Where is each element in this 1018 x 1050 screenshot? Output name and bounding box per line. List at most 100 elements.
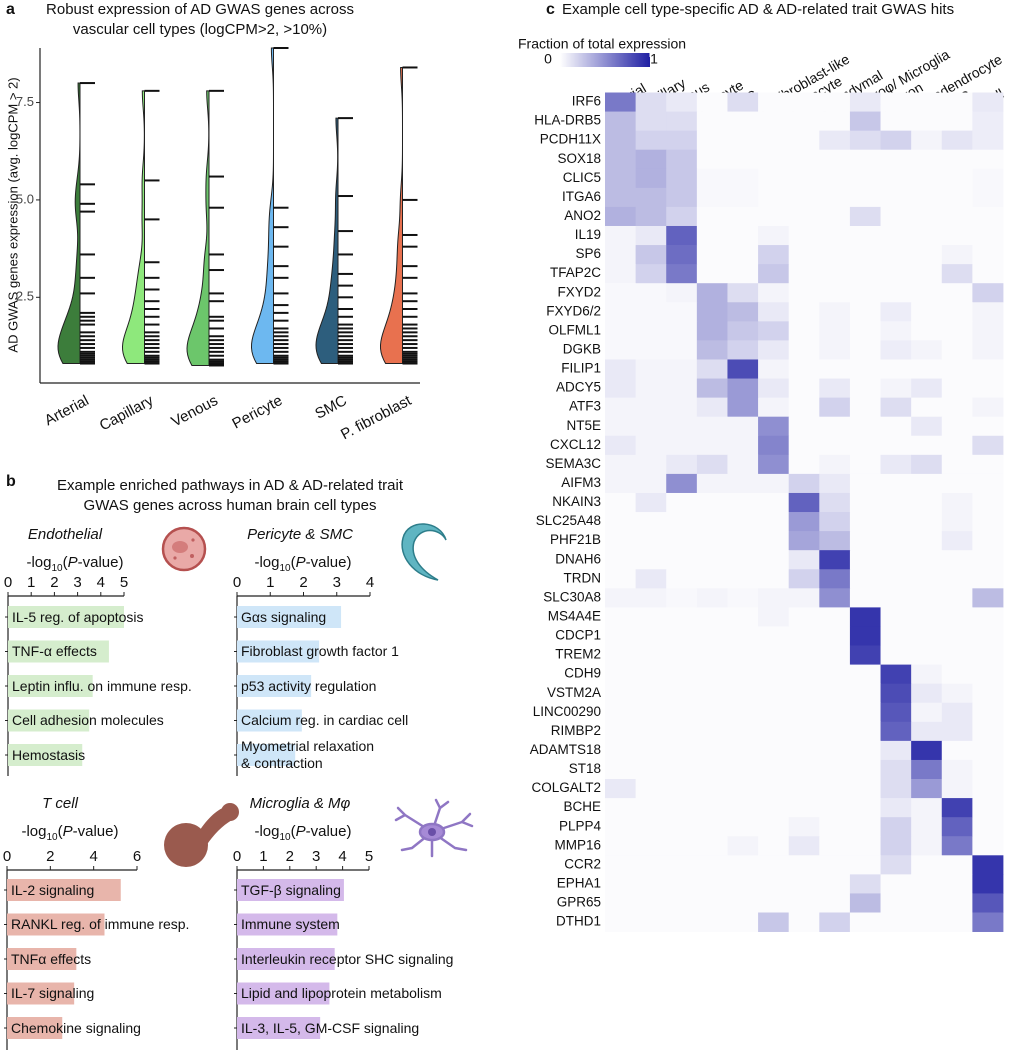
- heatmap-cell: [849, 912, 881, 932]
- bar-label: IL-5 reg. of apoptosis: [12, 608, 144, 625]
- heatmap-cell: [972, 397, 1004, 418]
- heatmap-cell: [758, 664, 790, 685]
- heatmap-cell: [849, 416, 881, 437]
- heatmap-cell: [666, 473, 698, 494]
- heatmap-cell: [819, 111, 851, 132]
- heatmap-cell: [666, 779, 698, 799]
- heatmap-cell: [972, 264, 1004, 284]
- violin: [315, 117, 339, 365]
- heatmap-cell: [819, 588, 851, 608]
- y-tick-label: 7.5: [16, 94, 34, 109]
- heatmap-cell: [605, 435, 637, 456]
- bar: [8, 744, 83, 766]
- heatmap-cell: [849, 836, 881, 856]
- heatmap-cell: [788, 550, 820, 570]
- heatmap-cell: [819, 245, 851, 265]
- heatmap-cell: [635, 893, 667, 913]
- heatmap-cell: [696, 721, 728, 742]
- heatmap-cell: [605, 130, 637, 151]
- pericyte-icon: [401, 523, 447, 581]
- panel-title: Robust expression of AD GWAS genes acros…: [46, 1, 354, 18]
- bar-label-box: Cell adhesion molecules: [12, 712, 164, 728]
- heatmap-cell: [849, 759, 881, 780]
- heatmap-cell: [788, 893, 820, 913]
- heatmap-cell: [880, 702, 912, 723]
- row-label: SEMA3C: [545, 456, 601, 471]
- heatmap-cell: [972, 645, 1004, 665]
- x-tick-label: 1: [27, 574, 35, 591]
- heatmap-cell: [666, 569, 698, 589]
- heatmap-cell: [605, 168, 637, 189]
- heatmap-cell: [788, 206, 820, 227]
- bar: [8, 606, 124, 628]
- heatmap-cell: [911, 683, 943, 704]
- endothelial-icon: [161, 526, 207, 572]
- heatmap-cell: [605, 359, 637, 379]
- heatmap-cell: [635, 187, 667, 208]
- panel-letter: c: [546, 1, 555, 18]
- heatmap-cell: [605, 378, 637, 399]
- heatmap-cell: [635, 416, 667, 437]
- x-tick-label: P. fibroblast: [338, 392, 415, 444]
- heatmap-cell: [727, 187, 759, 208]
- heatmap-cell: [911, 378, 943, 399]
- heatmap-cell: [941, 683, 973, 704]
- heatmap-cell: [941, 359, 973, 379]
- x-tick-label: 2: [286, 848, 294, 865]
- bar: [7, 982, 75, 1005]
- heatmap-cell: [788, 626, 820, 646]
- heatmap-cell: [880, 607, 912, 627]
- heatmap-cell: [911, 302, 943, 322]
- row-label: ADCY5: [556, 380, 601, 395]
- heatmap-cell: [972, 111, 1004, 132]
- x-axis-label: -log10(P-value): [26, 554, 123, 574]
- heatmap-cell: [911, 626, 943, 646]
- heatmap-cell: [911, 836, 943, 856]
- heatmap-cell: [727, 92, 759, 112]
- heatmap-cell: [788, 759, 820, 780]
- heatmap-cell: [666, 130, 698, 151]
- heatmap-cell: [819, 264, 851, 284]
- heatmap-cell: [788, 359, 820, 379]
- heatmap-cell: [972, 92, 1004, 112]
- heatmap-cell: [819, 492, 851, 513]
- heatmap-cell: [666, 874, 698, 894]
- heatmap-cell: [849, 340, 881, 360]
- heatmap-cell: [635, 683, 667, 704]
- x-tick-label: 1: [266, 574, 274, 591]
- heatmap-cell: [941, 607, 973, 627]
- heatmap-cell: [605, 225, 637, 246]
- heatmap-cell: [635, 664, 667, 685]
- heatmap-cell: [941, 302, 973, 322]
- heatmap-cell: [941, 531, 973, 551]
- heatmap-cell: [941, 92, 973, 112]
- heatmap-cell: [605, 607, 637, 627]
- heatmap-cell: [849, 569, 881, 589]
- heatmap-cell: [696, 512, 728, 532]
- bar: [8, 675, 93, 697]
- heatmap-cell: [849, 664, 881, 685]
- heatmap-cell: [819, 893, 851, 913]
- heatmap-cell: [666, 111, 698, 132]
- heatmap-cell: [635, 435, 667, 456]
- heatmap-cell: [911, 779, 943, 799]
- heatmap-cell: [696, 874, 728, 894]
- x-axis-label-part: P: [63, 823, 73, 840]
- heatmap-cell: [849, 187, 881, 208]
- heatmap-cell: [788, 473, 820, 494]
- heatmap-cell: [696, 416, 728, 437]
- subchart-title: T cell: [42, 795, 79, 812]
- bar-label: Lipid and lipoprotein metabolism: [241, 985, 442, 1001]
- bar: [237, 1017, 321, 1039]
- x-axis-label-part: 10: [47, 832, 59, 843]
- heatmap-cell: [696, 264, 728, 284]
- heatmap-cell: [666, 245, 698, 265]
- row-label: TREM2: [555, 647, 601, 662]
- heatmap-cell: [605, 550, 637, 570]
- heatmap-cell: [941, 283, 973, 303]
- bar-label-box: Immune system: [241, 916, 340, 932]
- heatmap-cell: [727, 168, 759, 189]
- x-axis-label-part: (: [291, 823, 296, 840]
- heatmap-cell: [788, 378, 820, 399]
- heatmap-cell: [880, 340, 912, 360]
